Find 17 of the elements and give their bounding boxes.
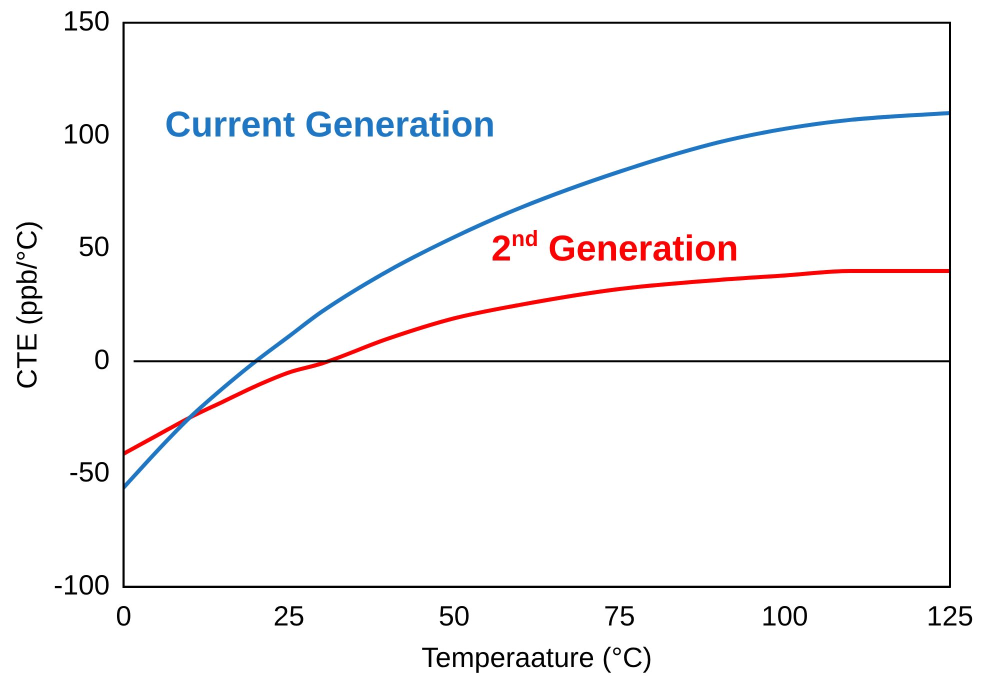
y-tick-label: -100 xyxy=(54,570,110,601)
y-tick-label: 100 xyxy=(62,118,110,150)
x-tick-label: 75 xyxy=(604,600,636,632)
y-tick-label: 0 xyxy=(94,344,110,375)
x-tick-label: 50 xyxy=(438,600,470,632)
y-tick-label: -50 xyxy=(69,456,110,488)
x-tick-label: 100 xyxy=(761,600,808,632)
x-tick-label: 0 xyxy=(116,600,132,632)
y-axis-title: CTE (ppb/°C) xyxy=(12,220,43,389)
x-tick-label: 125 xyxy=(926,600,974,632)
x-tick-label: 25 xyxy=(273,600,304,632)
line-series xyxy=(124,111,950,490)
x-axis-title: Temperaature (°C) xyxy=(422,642,652,673)
y-tick-label: 50 xyxy=(78,231,110,262)
y-tick-label: 150 xyxy=(62,6,110,37)
series-label: Current Generation xyxy=(164,103,496,144)
line-series xyxy=(124,268,950,456)
